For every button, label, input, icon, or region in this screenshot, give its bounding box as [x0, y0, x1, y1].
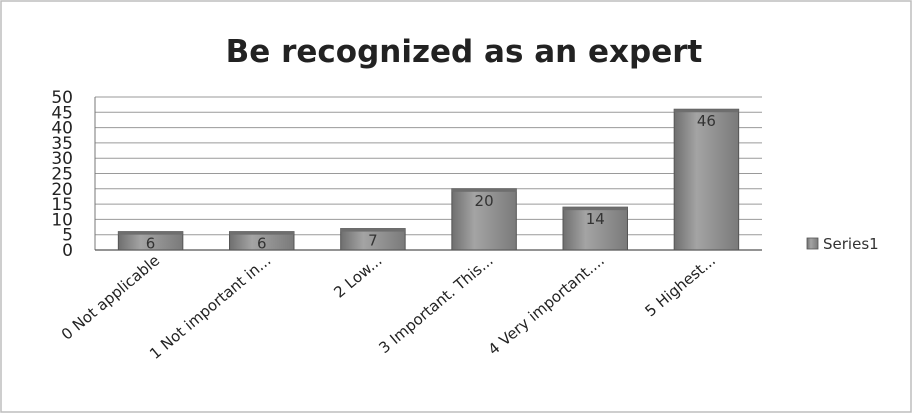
legend: Series1	[806, 235, 879, 253]
legend-swatch	[806, 237, 819, 250]
data-label: 6	[146, 235, 156, 253]
y-tick-label: 45	[51, 103, 73, 123]
bar-top-edge	[451, 188, 517, 192]
bar	[451, 188, 517, 251]
y-tick-label: 25	[51, 165, 73, 185]
y-tick-label: 50	[51, 88, 73, 108]
gridlines	[94, 96, 762, 251]
y-tick-label: 20	[51, 180, 73, 200]
y-tick-label: 0	[62, 241, 73, 261]
bar-top-edge	[563, 207, 628, 211]
bar	[673, 108, 740, 251]
legend-label: Series1	[823, 235, 879, 253]
y-tick-label: 30	[51, 149, 73, 169]
bar-top-edge	[229, 231, 294, 235]
y-tick-label: 15	[51, 195, 73, 215]
bar	[562, 206, 628, 251]
data-label: 7	[368, 232, 378, 250]
bars: 6 6 7 20 14 46	[117, 108, 740, 253]
data-label: 14	[586, 210, 605, 228]
y-tick-label: 5	[62, 226, 73, 246]
data-label: 46	[697, 112, 716, 130]
bar-top-edge	[118, 231, 183, 235]
data-label: 6	[257, 235, 267, 253]
bar-top-edge	[340, 228, 406, 232]
y-tick-label: 40	[51, 119, 73, 139]
data-label: 20	[475, 192, 494, 210]
y-tick-label: 10	[51, 210, 73, 230]
chart-title: Be recognized as an expert	[226, 34, 703, 70]
y-tick-label: 35	[51, 134, 73, 154]
bar-top-edge	[674, 109, 739, 113]
